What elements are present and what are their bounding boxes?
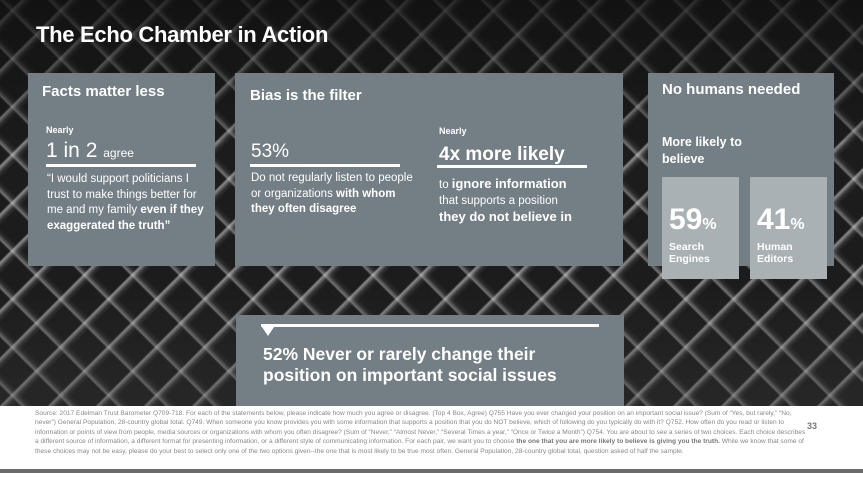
divider-line [261,324,599,327]
source-footnote: Source: 2017 Edelman Trust Barometer Q70… [35,409,810,456]
tile-number: 41 [757,203,791,236]
tile-value: 59% [669,203,717,237]
stat-53-percent: 53% [251,141,290,162]
divider-line [46,164,196,167]
tile-label: Human Editors [757,241,794,265]
desc-regular: that supports a position [439,194,558,207]
source-text: Source: 2017 Edelman Trust Barometer Q70… [35,410,806,446]
quote-regular: “I would support politicians I trust to … [47,173,197,216]
no-humans-needed-panel: No humans needed More likely to believe … [648,73,834,279]
quote-bold: even if they exaggerated the truth” [47,204,204,232]
quote-text: “I would support politicians I trust to … [47,172,212,234]
callout-panel: 52% Never or rarely change their positio… [236,315,624,406]
slide-title: The Echo Chamber in Action [36,22,329,47]
qualifier-text: Nearly [46,125,74,135]
tile-number: 59 [669,203,703,236]
footer: Source: 2017 Edelman Trust Barometer Q70… [0,406,863,473]
desc-bold: they do not believe in [439,209,572,224]
tile-label: Search Engines [669,241,710,265]
stat-number: 1 in 2 [46,139,98,162]
search-engines-tile: 59% Search Engines [662,177,739,279]
panel-heading: Bias is the filter [250,87,362,104]
callout-text: 52% Never or rarely change their positio… [263,344,557,385]
human-editors-tile: 41% Human Editors [750,177,827,279]
tile-unit: % [702,216,717,233]
qualifier-text: Nearly [439,126,467,136]
tile-unit: % [790,216,805,233]
stat-suffix: agree [103,146,134,160]
stat-4x-more-likely: 4x more likely [439,144,565,165]
divider-line [250,164,400,167]
panel-heading: No humans needed [662,81,801,98]
slide-background: The Echo Chamber in Action Facts matter … [0,0,863,406]
stat-description: Do not regularly listen to people or org… [251,171,416,218]
tile-value: 41% [757,203,805,237]
facts-matter-less-panel: Facts matter less Nearly 1 in 2 agree “I… [28,73,215,266]
desc-prefix: to [439,179,449,191]
desc-bold: ignore information [451,176,567,191]
stat-value: 1 in 2 agree [46,139,134,163]
bias-is-the-filter-panel: Bias is the filter 53% Do not regularly … [235,73,623,266]
panel-heading: Facts matter less [42,83,165,100]
pointer-triangle-icon [262,327,274,336]
divider-line [437,165,587,168]
stat-description: to ignore information that supports a po… [439,176,599,227]
page-number: 33 [807,421,818,431]
source-bold: the one that you are more likely to beli… [516,438,720,446]
source-text: While we know that some of these choices… [35,438,804,455]
desc-bold: with whom they often disagree [251,187,396,216]
panel-subheading: More likely to believe [662,135,742,166]
desc-regular: Do not regularly listen to people or org… [251,172,413,200]
